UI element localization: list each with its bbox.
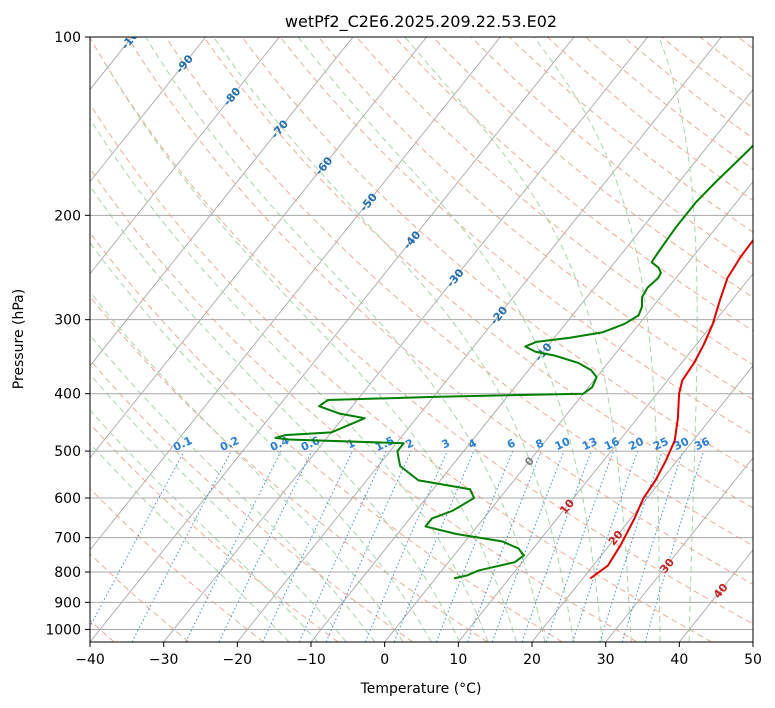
temperature-profile-line xyxy=(589,238,753,580)
mixing-ratio-line xyxy=(90,450,185,628)
moist-adiabat-line xyxy=(213,37,575,642)
pressure-gridlines xyxy=(90,37,753,630)
dry-adiabat-line xyxy=(470,37,753,266)
dry-adiabat-line xyxy=(165,37,753,547)
y-axis-title: Pressure (hPa) xyxy=(11,289,27,389)
x-axis-title: Temperature (°C) xyxy=(360,681,482,697)
isotherm-line xyxy=(90,37,280,275)
dewpoint-profile-line xyxy=(274,143,753,580)
moist-adiabat-line xyxy=(145,37,546,642)
mixing-ratio-label: 13 xyxy=(580,435,599,453)
mixing-ratio-line xyxy=(393,450,475,642)
moist-adiabat-line xyxy=(533,37,661,642)
moist-adiabat-line xyxy=(297,37,603,642)
dry-adiabat-line xyxy=(90,423,339,642)
dry-adiabat-line xyxy=(318,37,753,401)
isotherm-line xyxy=(163,37,649,642)
isotherm-line xyxy=(90,37,354,367)
dry-adiabat-line xyxy=(90,37,753,625)
y-tick-label: 600 xyxy=(54,491,81,507)
mixing-ratio-label: 20 xyxy=(626,435,646,453)
mixing-ratio-label: 16 xyxy=(602,435,622,453)
plot-frame xyxy=(89,36,754,643)
x-tick-label: 50 xyxy=(744,652,762,668)
mixing-ratio-label: 30 xyxy=(672,435,692,453)
moist-adiabat-lines xyxy=(90,37,698,642)
isotherm-line xyxy=(90,37,575,642)
isotherm-line xyxy=(531,365,753,642)
isotherm-line xyxy=(384,180,753,642)
x-axis-ticks: −40 −30 −20 −10 0 10 20 30 40 50 xyxy=(75,642,762,668)
profile-series xyxy=(274,143,753,580)
x-tick-label: −40 xyxy=(75,652,105,668)
y-tick-label: 1000 xyxy=(45,622,81,638)
mixing-ratio-label: 25 xyxy=(651,435,670,453)
mixing-ratio-line xyxy=(599,450,663,642)
isotherm-line xyxy=(90,37,428,459)
mixing-ratio-line xyxy=(521,450,592,642)
moist-adiabat-line xyxy=(90,117,489,642)
isotherm-lines xyxy=(90,37,753,642)
mixing-ratio-line xyxy=(644,450,705,642)
y-tick-label: 200 xyxy=(54,208,81,224)
mixing-ratio-label: 36 xyxy=(692,435,712,453)
dry-adiabat-line xyxy=(90,231,563,642)
isotherm-line xyxy=(90,37,501,551)
dry-adiabat-line xyxy=(432,37,753,298)
x-tick-label: −10 xyxy=(296,652,326,668)
y-tick-label: 300 xyxy=(54,313,81,329)
dry-adiabat-line xyxy=(90,102,712,642)
mixing-ratio-line xyxy=(325,450,412,642)
dry-adiabat-line xyxy=(279,37,753,436)
plot-area: -100-90-80-70-60-50-40-30-20-10010203040… xyxy=(90,37,753,642)
isotherm-line xyxy=(457,272,753,642)
x-tick-label: −30 xyxy=(149,652,179,668)
isotherm-line xyxy=(605,457,753,642)
x-tick-label: 20 xyxy=(523,652,541,668)
dry-adiabat-line xyxy=(90,295,488,642)
mixing-ratio-line xyxy=(298,450,387,642)
mixing-ratio-line xyxy=(218,450,313,642)
y-tick-label: 900 xyxy=(54,595,81,611)
mixing-ratio-line xyxy=(545,450,614,642)
moist-adiabat-line xyxy=(90,442,290,642)
x-tick-label: 40 xyxy=(670,652,688,668)
y-tick-label: 800 xyxy=(54,565,81,581)
isotherm-line xyxy=(90,37,207,183)
dry-adiabat-line xyxy=(203,37,753,509)
y-tick-label: 700 xyxy=(54,531,81,547)
moist-adiabat-line xyxy=(90,291,404,642)
y-tick-label: 100 xyxy=(54,30,81,46)
moist-adiabat-line xyxy=(404,37,632,642)
y-tick-label: 400 xyxy=(54,387,81,403)
x-tick-label: 30 xyxy=(597,652,615,668)
y-tick-label: 500 xyxy=(54,444,81,460)
y-axis-ticks: 100 200 300 400 500 600 700 800 900 1000 xyxy=(45,30,90,638)
isotherm-line xyxy=(236,37,722,642)
chart-title: wetPf2_C2E6.2025.209.22.53.E02 xyxy=(285,12,557,32)
moist-adiabat-line xyxy=(658,37,698,642)
mixing-ratio-label: 10 xyxy=(553,435,573,453)
moist-adiabat-line xyxy=(103,61,517,642)
moist-adiabat-line xyxy=(90,334,376,642)
mixing-ratio-lines xyxy=(90,450,705,642)
moist-adiabat-line xyxy=(90,373,347,642)
x-tick-label: −20 xyxy=(223,652,253,668)
x-tick-label: 10 xyxy=(449,652,467,668)
dry-adiabat-line xyxy=(508,37,753,233)
mixing-ratio-line xyxy=(262,450,353,642)
mixing-ratio-line xyxy=(621,450,684,642)
moist-adiabat-line xyxy=(90,409,319,642)
x-tick-label: 0 xyxy=(380,652,389,668)
mixing-ratio-line xyxy=(572,450,639,642)
